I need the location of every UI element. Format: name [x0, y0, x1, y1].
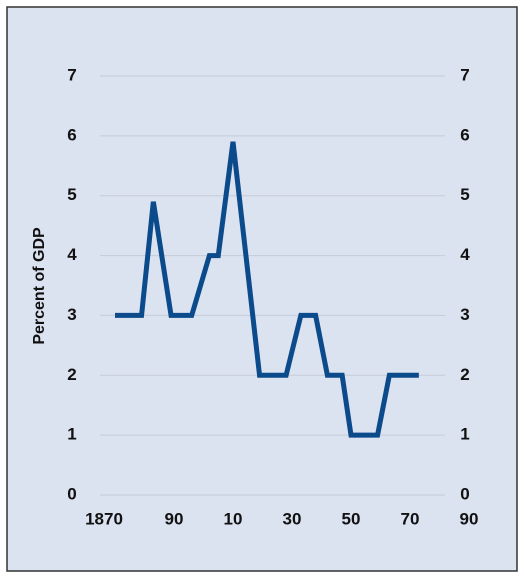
y2-tick-label: 7: [460, 65, 469, 84]
x-tick-label: 1870: [85, 509, 123, 528]
frame: [6, 6, 518, 572]
y-tick-label: 7: [67, 65, 76, 84]
x-tick-label: 30: [283, 509, 302, 528]
y-tick-label: 1: [67, 425, 76, 444]
x-tick-label: 90: [460, 509, 479, 528]
y-tick-label: 5: [67, 185, 76, 204]
y-tick-label: 6: [67, 125, 76, 144]
x-tick-label: 90: [165, 509, 184, 528]
y-tick-label: 4: [67, 245, 77, 264]
y2-tick-label: 5: [460, 185, 469, 204]
x-tick-label: 50: [342, 509, 361, 528]
line: [115, 141, 419, 438]
y2-tick-label: 3: [460, 305, 469, 324]
y2-tick-label: 2: [460, 365, 469, 384]
y-tick-label: 3: [67, 305, 76, 324]
y2-tick-label: 0: [460, 484, 469, 503]
y2-tick-label: 1: [460, 425, 469, 444]
y-tick-label: 2: [67, 365, 76, 384]
y2-tick-label: 4: [460, 245, 470, 264]
y-axis-label: Percent of GDP: [31, 227, 48, 345]
y-tick-label: 0: [67, 484, 76, 503]
x-tick-label: 70: [401, 509, 420, 528]
x-tick-label: 10: [224, 509, 243, 528]
y2-tick-label: 6: [460, 125, 469, 144]
